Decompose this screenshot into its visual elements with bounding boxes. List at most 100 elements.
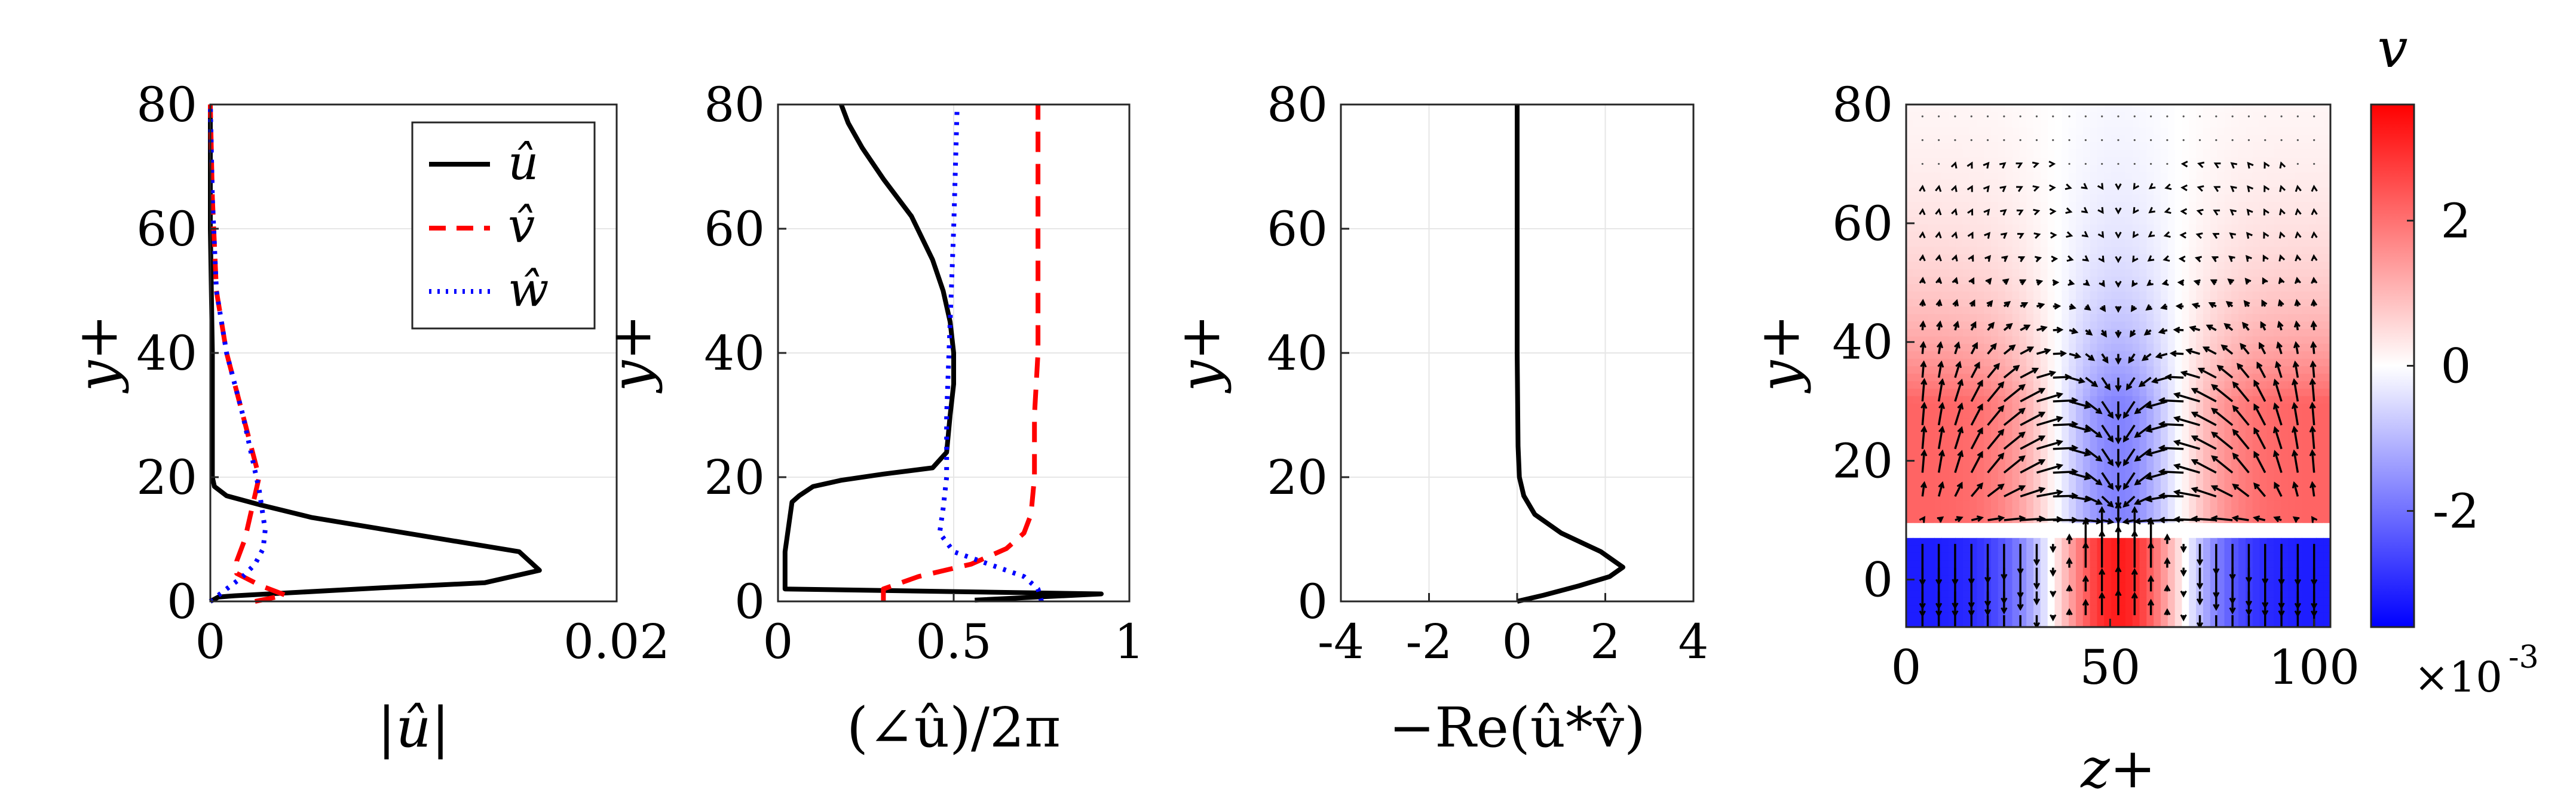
heatmap-cell [1941,156,1949,165]
heatmap-cell [2259,336,2268,344]
heatmap-cell [2118,365,2126,374]
heatmap-cell [2281,105,2289,113]
heatmap-cell [2012,321,2020,329]
heatmap-cell [1962,619,1971,627]
heatmap-cell [2196,604,2204,613]
heatmap-cell [2012,470,2020,478]
heatmap-cell [1977,545,1984,553]
heatmap-cell [1927,545,1935,553]
heatmap-cell [2161,291,2168,299]
heatmap-cell [1941,597,1949,606]
heatmap-cell [2161,619,2168,627]
heatmap-cell [1962,291,1971,299]
quiver-arrow-head [1938,378,1946,386]
heatmap-cell [2182,425,2190,434]
heatmap-cell [2005,127,2013,135]
quiver-arrow-head [2107,518,2115,525]
heatmap-cell [2224,149,2232,158]
heatmap-cell [2047,246,2056,254]
heatmap-cell [2104,388,2112,397]
quiver-arrow-head [1984,600,1992,608]
quiver-arrow [2101,401,2114,418]
heatmap-cell [2090,418,2098,426]
heatmap-cell [1941,201,1949,210]
quiver-dot [2117,139,2119,142]
heatmap-cell [2076,284,2084,292]
heatmap-cell [2012,582,2020,591]
heatmap-cell [2132,291,2140,299]
heatmap-cell [2019,365,2027,374]
heatmap-cell [2012,448,2020,456]
quiver-arrow [2036,464,2062,474]
heatmap-cell [1998,299,2006,307]
heatmap-cell [1998,395,2006,404]
quiver-arrow-head [2082,598,2090,606]
heatmap-cell [1920,336,1928,344]
heatmap-cell [2118,127,2126,135]
heatmap-cell [2316,306,2324,314]
heatmap-cell [2054,186,2063,195]
heatmap-cell [1941,291,1949,299]
heatmap-cell [2019,478,2027,486]
heatmap-cell [1984,508,1992,516]
heatmap-cell [1927,403,1935,411]
heatmap-cell [1998,508,2006,516]
heatmap-cell [2082,567,2091,576]
heatmap-cell [1955,164,1964,173]
heatmap-cell [2189,239,2197,247]
heatmap-cell [2246,261,2253,269]
heatmap-cell [2217,194,2225,202]
heatmap-cell [2082,380,2091,389]
heatmap-cell [2125,567,2133,576]
heatmap-cell [2146,291,2154,299]
quiver-arrow-head [2001,255,2008,262]
heatmap-cell [2040,142,2048,150]
heatmap-cell [1913,493,1921,501]
quiver-arrow-head [1956,481,1963,489]
heatmap-cell [2033,321,2041,329]
heatmap-cell [2302,231,2310,239]
heatmap-cell [2118,612,2126,620]
heatmap-cell [2252,552,2260,561]
heatmap-cell [1977,261,1984,269]
heatmap-cell [2316,567,2324,576]
heatmap-cell [2246,508,2253,516]
quiver-arrow-head [1983,185,1990,192]
quiver-arrow-head [1936,635,1941,640]
heatmap-cell [1969,500,1978,508]
heatmap-cell [2118,171,2126,180]
heatmap-cell [2146,418,2154,426]
heatmap-cell [2040,403,2048,411]
heatmap-cell [2047,127,2056,135]
heatmap-cell [2139,284,2148,292]
heatmap-cell [2231,343,2239,352]
heatmap-cell [2054,567,2063,576]
quiver-arrow-head [1990,343,1997,350]
heatmap-cell [1962,156,1971,165]
heatmap-cell [2189,231,2197,239]
heatmap-cell [2118,254,2126,262]
heatmap-cell [2019,269,2027,277]
heatmap-cell [2154,545,2161,553]
heatmap-cell [2069,231,2076,239]
quiver-arrow [2020,367,2038,379]
heatmap-cell [2274,239,2281,247]
heatmap-cell [1949,239,1956,247]
heatmap-cell [1906,134,1914,143]
heatmap-cell [1941,209,1949,217]
heatmap-cell [1934,351,1942,359]
heatmap-cell [2090,575,2098,583]
heatmap-cell [2012,201,2020,210]
heatmap-cell [2076,156,2084,165]
heatmap-cell [1998,127,2006,135]
heatmap-cell [1991,336,1999,344]
quiver-arrow-head [2097,183,2104,191]
heatmap-cell [1941,142,1949,150]
quiver-arrow-head [1936,320,1943,328]
heatmap-cell [1913,284,1921,292]
heatmap-cell [2323,478,2330,486]
heatmap-cell [2047,597,2056,606]
heatmap-cell [2146,336,2154,344]
quiver-arrow-head [1993,363,2000,370]
heatmap-cell [2033,537,2041,546]
